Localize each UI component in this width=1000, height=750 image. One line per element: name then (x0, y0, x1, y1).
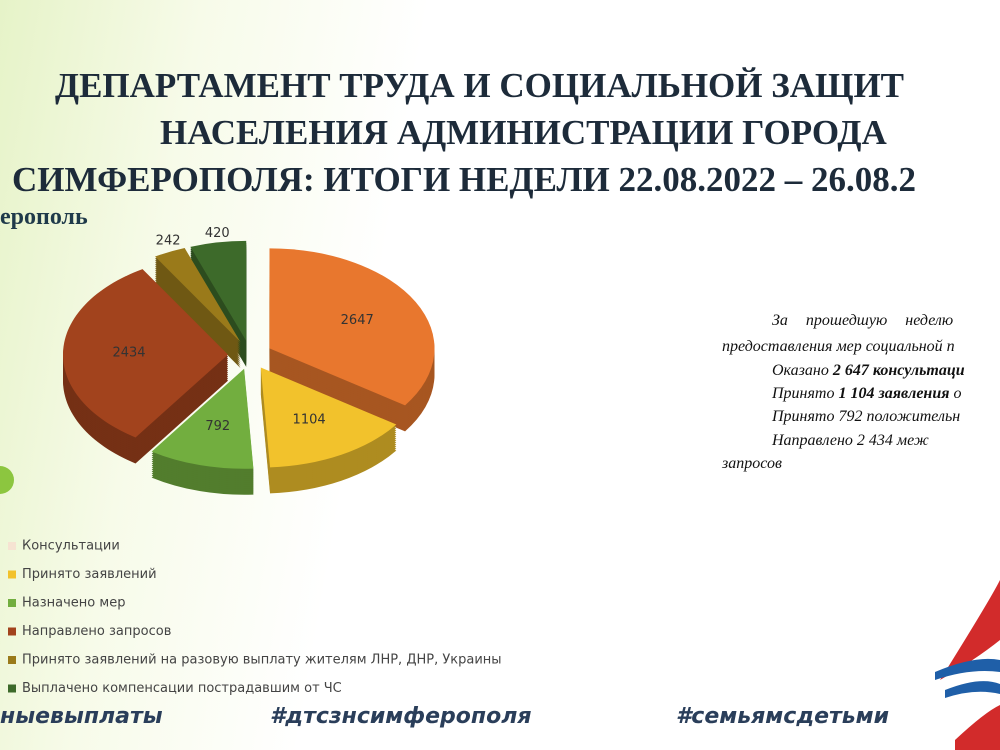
summary-text: Принято (772, 385, 839, 402)
hashtag: #семьямсдетьми (676, 704, 890, 729)
pie-slice (155, 248, 241, 343)
legend-swatch (8, 599, 16, 607)
summary-text: о (949, 385, 962, 402)
summary-line: запросов (722, 455, 782, 473)
legend-swatch (8, 656, 16, 664)
data-label: 1104 (293, 412, 326, 427)
hashtag: ныевыплаты (0, 704, 163, 729)
pie-slice (260, 367, 397, 468)
legend-label: Консультации (22, 539, 120, 554)
pie-slice (63, 269, 229, 438)
legend-swatch (8, 570, 16, 579)
summary-text: запросов (722, 455, 782, 472)
legend-swatch (8, 627, 16, 636)
data-label: 2647 (341, 313, 374, 328)
logo (945, 681, 1000, 698)
summary-text: 1 104 заявления (838, 385, 950, 402)
summary-text: Оказано (772, 362, 833, 379)
legend-label: Принято заявлений (22, 567, 157, 582)
summary-text: За прошедшую неделю (772, 312, 954, 329)
legend-label: Выплачено компенсации пострадавшим от ЧС (22, 681, 342, 696)
legend-label: Назначено мер (22, 596, 125, 611)
subtitle: ерополь (0, 204, 88, 230)
summary-text: 2 647 консультаци (832, 362, 965, 379)
title-line: СИМФЕРОПОЛЯ: ИТОГИ НЕДЕЛИ 22.08.2022 – 2… (12, 160, 917, 199)
summary-line: Принято 1 104 заявления о (772, 385, 961, 403)
data-label: 2434 (112, 346, 145, 361)
logo (955, 705, 1000, 750)
legend-label: Направлено запросов (22, 624, 171, 639)
summary-line: Принято 792 положительн (772, 408, 960, 426)
logo (940, 580, 1000, 680)
pie-slice (269, 248, 435, 406)
legend-swatch (8, 542, 16, 550)
data-label: 792 (205, 419, 230, 434)
pie-slice (190, 240, 247, 341)
summary-text: Направлено 2 434 меж (772, 432, 929, 449)
summary-line: Оказано 2 647 консультаци (772, 362, 965, 380)
logo (935, 658, 1000, 680)
summary-line: Направлено 2 434 меж (772, 432, 929, 450)
decor-circle (0, 466, 14, 494)
summary-line: предоставления мер социальной п (722, 338, 955, 356)
data-label: 242 (156, 234, 181, 249)
title-line: НАСЕЛЕНИЯ АДМИНИСТРАЦИИ ГОРОДА (160, 113, 887, 152)
legend-label: Принято заявлений на разовую выплату жит… (22, 653, 502, 668)
summary-line: За прошедшую неделю (772, 312, 953, 330)
summary-text: предоставления мер социальной п (722, 338, 955, 355)
title-line: ДЕПАРТАМЕНТ ТРУДА И СОЦИАЛЬНОЙ ЗАЩИТ (55, 66, 905, 105)
hashtag: #дтсзнсимферополя (270, 704, 532, 729)
data-label: 420 (205, 226, 230, 241)
legend-swatch (8, 684, 16, 693)
pie-slice (151, 368, 254, 469)
summary-text: Принято 792 положительн (772, 408, 961, 425)
